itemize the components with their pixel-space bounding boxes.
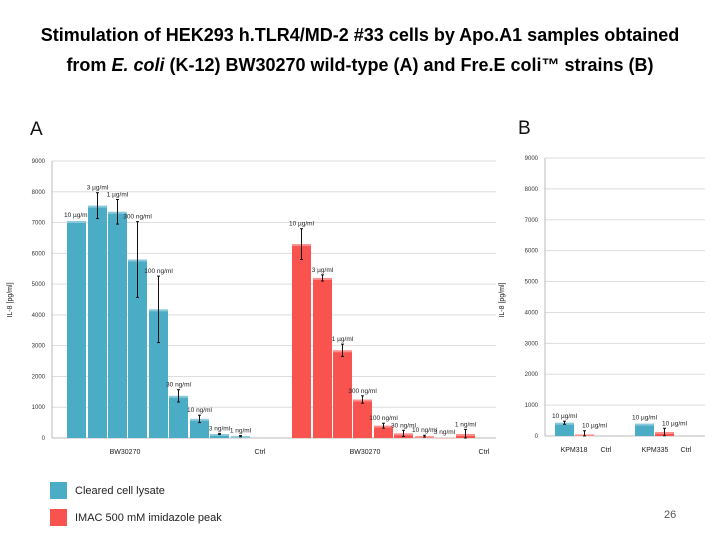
title-line-2-post: (K-12) BW30270 wild-type (A) and Fre.E c… bbox=[164, 55, 654, 75]
y-tick-label: 2000 bbox=[32, 374, 46, 380]
bar bbox=[149, 309, 168, 438]
bar-highlight bbox=[635, 423, 654, 426]
legend-item-lysate: Cleared cell lysate bbox=[50, 482, 165, 499]
x-tick-label: Ctrl bbox=[479, 449, 490, 456]
y-tick-label: 6000 bbox=[525, 249, 539, 255]
y-tick-label: 3000 bbox=[32, 344, 46, 350]
bar bbox=[108, 211, 127, 438]
y-tick-label: 2000 bbox=[525, 372, 539, 378]
bar bbox=[210, 433, 229, 438]
x-tick-label: Ctrl bbox=[681, 447, 692, 454]
data-label: 1 ng/ml bbox=[230, 428, 252, 435]
x-tick-label: BW30270 bbox=[350, 449, 381, 456]
panel-label-b: B bbox=[518, 118, 531, 139]
legend-item-imac: IMAC 500 mM imidazole peak bbox=[50, 509, 222, 526]
data-label: 10 µg/ml bbox=[289, 221, 315, 228]
y-tick-label: 0 bbox=[42, 436, 46, 442]
data-label: 3 µg/ml bbox=[312, 267, 334, 274]
data-label: 1 µg/ml bbox=[107, 191, 129, 198]
data-label: 10 µg/ml bbox=[64, 212, 90, 219]
bar bbox=[67, 221, 86, 438]
data-label: 3 ng/ml bbox=[434, 429, 456, 436]
y-tick-label: 1000 bbox=[525, 403, 539, 409]
bar bbox=[635, 423, 654, 436]
x-tick-label: Ctrl bbox=[255, 449, 266, 456]
data-label: 30 ng/ml bbox=[166, 382, 191, 389]
data-label: 100 ng/ml bbox=[369, 415, 398, 422]
data-label: 100 ng/ml bbox=[144, 268, 173, 275]
y-tick-label: 3000 bbox=[525, 341, 539, 347]
bar bbox=[88, 205, 107, 438]
title-line-2-italic: E. coli bbox=[111, 55, 165, 75]
bar bbox=[333, 350, 352, 438]
bar bbox=[190, 418, 209, 438]
data-label: 1 µg/ml bbox=[332, 336, 354, 343]
data-label: 10 µg/ml bbox=[552, 413, 578, 420]
bar bbox=[353, 399, 372, 438]
legend-label-imac: IMAC 500 mM imidazole peak bbox=[75, 511, 222, 524]
y-tick-label: 6000 bbox=[32, 251, 46, 257]
data-label: 10 ng/ml bbox=[412, 427, 437, 434]
y-tick-label: 0 bbox=[535, 434, 539, 440]
y-tick-label: 9000 bbox=[32, 159, 46, 165]
x-tick-label: BW30270 bbox=[110, 449, 141, 456]
y-tick-label: 8000 bbox=[32, 190, 46, 196]
data-label: 10 µg/ml bbox=[632, 415, 658, 422]
title-line-2: from E. coli (K-12) BW30270 wild-type (A… bbox=[0, 55, 720, 76]
bar bbox=[292, 244, 311, 438]
bar bbox=[374, 425, 393, 438]
panel-label-a: A bbox=[30, 119, 43, 140]
bar bbox=[128, 259, 147, 438]
title-line-2-pre: from bbox=[66, 55, 112, 75]
data-label: 1 ng/ml bbox=[455, 421, 477, 428]
bar bbox=[435, 438, 454, 439]
page-number: 26 bbox=[664, 509, 677, 521]
y-tick-label: 9000 bbox=[525, 156, 539, 162]
data-label: 10 µg/ml bbox=[582, 423, 608, 430]
y-axis-label: IL-8 [pg/ml] bbox=[499, 282, 506, 317]
bar-highlight bbox=[67, 221, 86, 224]
y-tick-label: 7000 bbox=[525, 218, 539, 224]
y-tick-label: 4000 bbox=[32, 313, 46, 319]
bar-highlight bbox=[435, 438, 454, 440]
data-label: 10 µg/ml bbox=[662, 420, 688, 427]
title-line-1: Stimulation of HEK293 h.TLR4/MD-2 #33 ce… bbox=[40, 25, 680, 45]
bar bbox=[555, 422, 574, 436]
data-label: 300 ng/ml bbox=[123, 214, 152, 221]
y-tick-label: 8000 bbox=[525, 187, 539, 193]
y-tick-label: 1000 bbox=[32, 405, 46, 411]
bar bbox=[169, 395, 188, 438]
data-label: 300 ng/ml bbox=[348, 388, 377, 395]
y-tick-label: 4000 bbox=[525, 310, 539, 316]
data-label: 3 ng/ml bbox=[209, 425, 231, 432]
y-axis-label: IL-8 [pg/ml] bbox=[7, 282, 14, 317]
bar bbox=[313, 277, 332, 438]
legend-swatch-imac bbox=[50, 509, 67, 526]
x-tick-label: Ctrl bbox=[601, 447, 612, 454]
y-tick-label: 5000 bbox=[525, 280, 539, 286]
y-tick-label: 7000 bbox=[32, 221, 46, 227]
data-label: 10 ng/ml bbox=[187, 407, 212, 414]
y-tick-label: 5000 bbox=[32, 282, 46, 288]
legend-label-lysate: Cleared cell lysate bbox=[75, 484, 165, 497]
legend-swatch-lysate bbox=[50, 482, 67, 499]
x-tick-label: KPM318 bbox=[561, 447, 588, 454]
data-label: 3 µg/ml bbox=[87, 185, 109, 192]
data-label: 30 ng/ml bbox=[391, 422, 416, 429]
x-tick-label: KPM335 bbox=[642, 447, 669, 454]
